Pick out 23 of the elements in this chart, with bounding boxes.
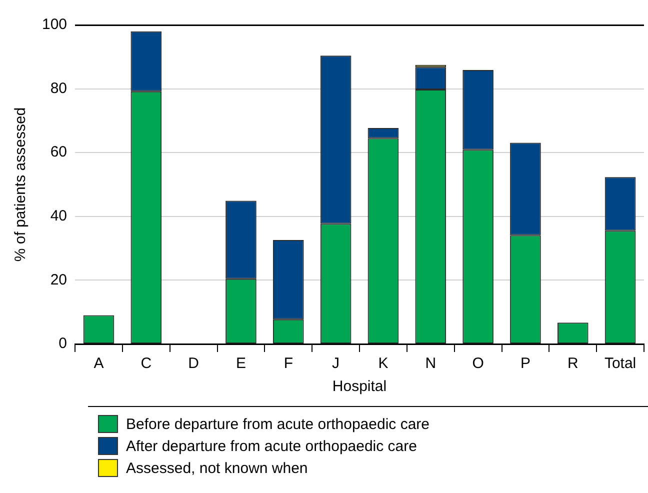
x-tick-label: F (284, 355, 293, 372)
x-tick-label: O (472, 355, 484, 372)
y-tick-label: 40 (50, 208, 68, 225)
x-tick-label: N (425, 355, 436, 372)
y-tick-label: 100 (42, 16, 68, 34)
x-tick-label: A (94, 355, 104, 372)
x-tick-label: K (378, 355, 388, 372)
legend-label: Before departure from acute orthopaedic care (126, 416, 430, 432)
y-tick-label: 20 (50, 271, 68, 288)
y-tick-label: 0 (58, 335, 68, 352)
y-tick-label: 60 (50, 144, 68, 161)
x-tick-label: R (567, 355, 578, 372)
legend-label: After departure from acute orthopaedic care (126, 438, 417, 454)
x-tick-label: D (188, 355, 200, 372)
x-tick-label: Total (604, 355, 636, 372)
x-tick-label: E (236, 355, 246, 372)
x-tick-label: P (520, 355, 530, 372)
y-axis-title: % of patients assessed (12, 107, 30, 262)
x-axis-title: Hospital (332, 378, 387, 396)
y-tick-label: 80 (50, 80, 68, 97)
legend-label: Assessed, not known when (126, 460, 308, 476)
x-tick-label: J (332, 355, 340, 372)
x-tick-label: C (140, 355, 152, 372)
